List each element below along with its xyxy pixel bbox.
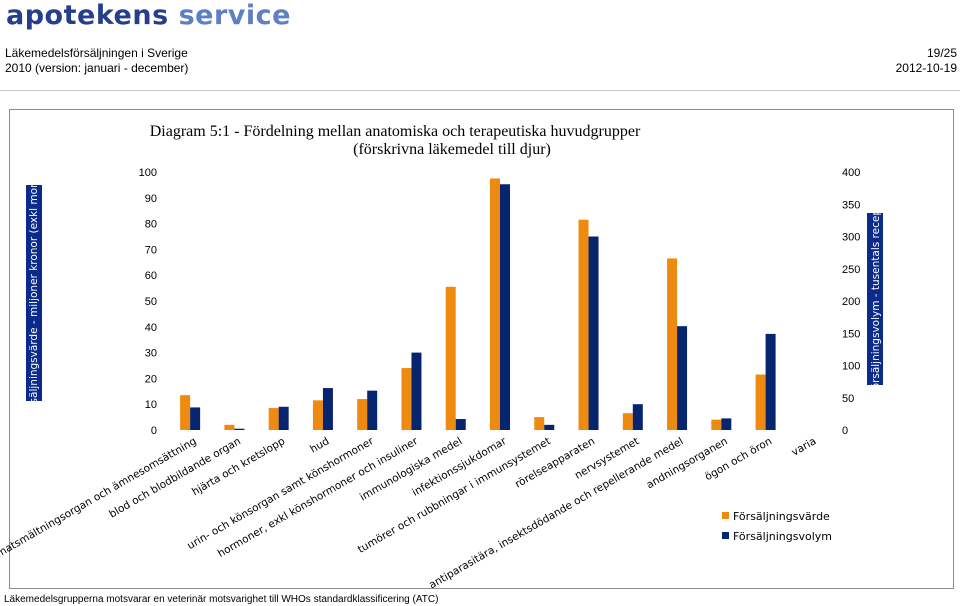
page-number: 19/25 xyxy=(926,46,957,60)
y2-tick-label: 50 xyxy=(842,393,854,405)
bar-volume xyxy=(765,333,776,430)
bar-value xyxy=(180,395,191,430)
legend-swatch-volume xyxy=(722,532,729,539)
y-tick-label: 40 xyxy=(145,322,157,334)
category-label: hormoner, exkl könshormoner och insuline… xyxy=(216,435,421,560)
y-tick-label: 60 xyxy=(145,270,157,282)
bar-volume xyxy=(322,388,333,430)
footnote: Läkemedelsgrupperna motsvarar en veterin… xyxy=(4,594,439,605)
bar-volume xyxy=(588,236,599,430)
legend-label-value: Försäljningsvärde xyxy=(733,510,830,523)
report-subtitle: 2010 (version: januari - december) xyxy=(5,61,189,75)
chart-title: Diagram 5:1 - Fördelning mellan anatomis… xyxy=(150,123,641,140)
bar-value xyxy=(490,178,500,430)
bar-value xyxy=(357,399,368,430)
left-axis-band xyxy=(26,185,42,401)
bar-value xyxy=(445,286,456,430)
bar-value xyxy=(312,400,323,430)
legend-swatch-value xyxy=(722,512,729,519)
bar-volume xyxy=(278,406,289,430)
bar-volume xyxy=(455,419,466,430)
y-tick-label: 100 xyxy=(139,167,157,179)
y-tick-label: 20 xyxy=(145,373,157,385)
y2-tick-label: 0 xyxy=(842,425,848,437)
y-tick-label: 70 xyxy=(145,244,157,256)
y-tick-label: 90 xyxy=(145,193,157,205)
header-divider xyxy=(0,90,960,91)
bar-value xyxy=(622,413,633,430)
bar-volume xyxy=(544,424,555,430)
bar-series xyxy=(180,178,776,430)
category-label: varia xyxy=(790,435,819,459)
chart-subtitle: (förskrivna läkemedel till djur) xyxy=(353,141,551,158)
chart-frame xyxy=(9,109,954,589)
y2-tick-label: 350 xyxy=(842,199,860,211)
category-labels: matsmältningsorgan och ämnesomsättningbl… xyxy=(0,435,818,592)
y2-tick-label: 200 xyxy=(842,296,860,308)
right-axis-label: försäljningsvolym - tusentals recept xyxy=(870,205,882,393)
y2-tick-label: 150 xyxy=(842,328,860,340)
bar-volume xyxy=(632,404,643,430)
bar-value xyxy=(755,374,766,430)
bar-volume xyxy=(234,428,245,430)
category-label: andningsorganen xyxy=(645,435,730,491)
bar-value xyxy=(534,417,545,430)
bar-volume xyxy=(190,407,201,430)
bar-value xyxy=(268,408,279,430)
bar-value xyxy=(401,368,412,430)
y-tick-label: 10 xyxy=(145,399,157,411)
category-label: rörelseapparaten xyxy=(513,435,597,490)
bar-volume xyxy=(677,326,688,430)
right-axis-band xyxy=(867,213,883,385)
category-label: matsmältningsorgan och ämnesomsättning xyxy=(0,435,199,560)
y-tick-label: 80 xyxy=(145,219,157,231)
bar-volume xyxy=(500,184,510,430)
apotekens-service-logo: apotekens service xyxy=(6,0,291,31)
bar-value xyxy=(711,419,722,430)
y-tick-label: 30 xyxy=(145,348,157,360)
report-date: 2012-10-19 xyxy=(895,61,957,75)
y2-tick-label: 100 xyxy=(842,361,860,373)
category-label: hud xyxy=(308,435,331,455)
bar-volume xyxy=(367,390,378,430)
bar-volume xyxy=(721,418,732,430)
y-tick-label: 0 xyxy=(151,425,157,437)
legend-label-volume: Försäljningsvolym xyxy=(733,530,832,543)
right-axis-ticks: 0 50 100 150 200 250 300 350 400 xyxy=(842,167,860,437)
left-axis-ticks: 0 10 20 30 40 50 60 70 80 90 100 xyxy=(139,167,157,437)
left-axis-label: försäljningsvärde - miljoner kronor (exk… xyxy=(28,168,40,418)
y2-tick-label: 250 xyxy=(842,264,860,276)
y-tick-label: 50 xyxy=(145,296,157,308)
bar-value xyxy=(667,258,678,430)
y2-tick-label: 400 xyxy=(842,167,860,179)
legend: Försäljningsvärde Försäljningsvolym xyxy=(722,510,832,543)
bar-volume xyxy=(411,352,422,430)
bar-value xyxy=(578,219,589,430)
bar-value xyxy=(224,424,235,430)
report-title: Läkemedelsförsäljningen i Sverige xyxy=(5,46,188,60)
y2-tick-label: 300 xyxy=(842,232,860,244)
